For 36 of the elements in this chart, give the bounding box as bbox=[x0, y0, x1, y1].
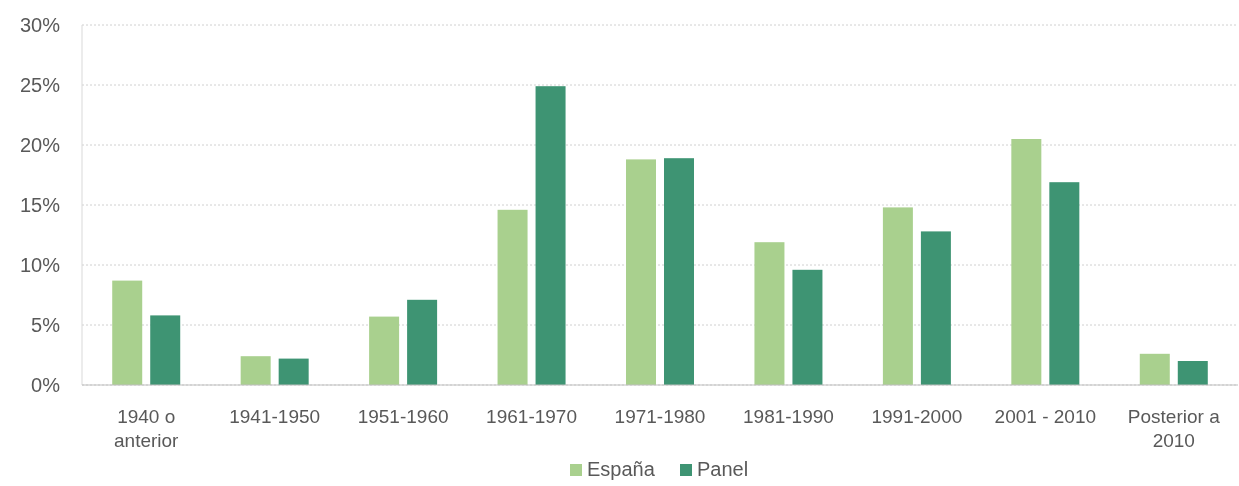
bar bbox=[1177, 361, 1208, 385]
legend-label: Panel bbox=[697, 458, 749, 480]
x-tick-label: 1981-1990 bbox=[743, 406, 834, 427]
x-tick-label: 2001 - 2010 bbox=[994, 406, 1097, 427]
legend-label: España bbox=[587, 458, 656, 480]
y-tick-label: 5% bbox=[31, 314, 61, 336]
x-tick-label: 1991-2000 bbox=[871, 406, 963, 427]
bar bbox=[1011, 139, 1042, 385]
bar bbox=[278, 358, 309, 385]
x-tick-label: 1951-1960 bbox=[357, 406, 449, 427]
bar bbox=[1139, 353, 1170, 385]
bar bbox=[150, 315, 181, 385]
x-tick-label: 1940 o anterior bbox=[114, 406, 180, 451]
bar bbox=[535, 86, 566, 385]
x-tick-label: 1941-1950 bbox=[229, 406, 321, 427]
bar bbox=[497, 209, 528, 385]
bar bbox=[920, 231, 951, 385]
bar bbox=[882, 207, 913, 385]
bar bbox=[626, 159, 656, 385]
bar bbox=[369, 316, 400, 385]
bar bbox=[1049, 182, 1080, 385]
x-tick-label: 1961-1970 bbox=[486, 406, 577, 427]
y-tick-label: 20% bbox=[19, 134, 61, 156]
bar bbox=[664, 158, 694, 385]
bar bbox=[240, 356, 271, 385]
bar bbox=[792, 269, 823, 385]
y-tick-label: 0% bbox=[31, 374, 61, 396]
bar bbox=[407, 299, 438, 385]
x-tick-label: 1971-1980 bbox=[614, 406, 706, 427]
bar bbox=[754, 242, 785, 385]
y-tick-label: 15% bbox=[19, 194, 61, 216]
bar bbox=[112, 280, 143, 385]
x-tick-label: Posterior a 2010 bbox=[1127, 406, 1221, 451]
y-tick-label: 25% bbox=[19, 74, 61, 96]
y-tick-label: 10% bbox=[19, 254, 61, 276]
y-tick-label: 30% bbox=[19, 14, 61, 36]
